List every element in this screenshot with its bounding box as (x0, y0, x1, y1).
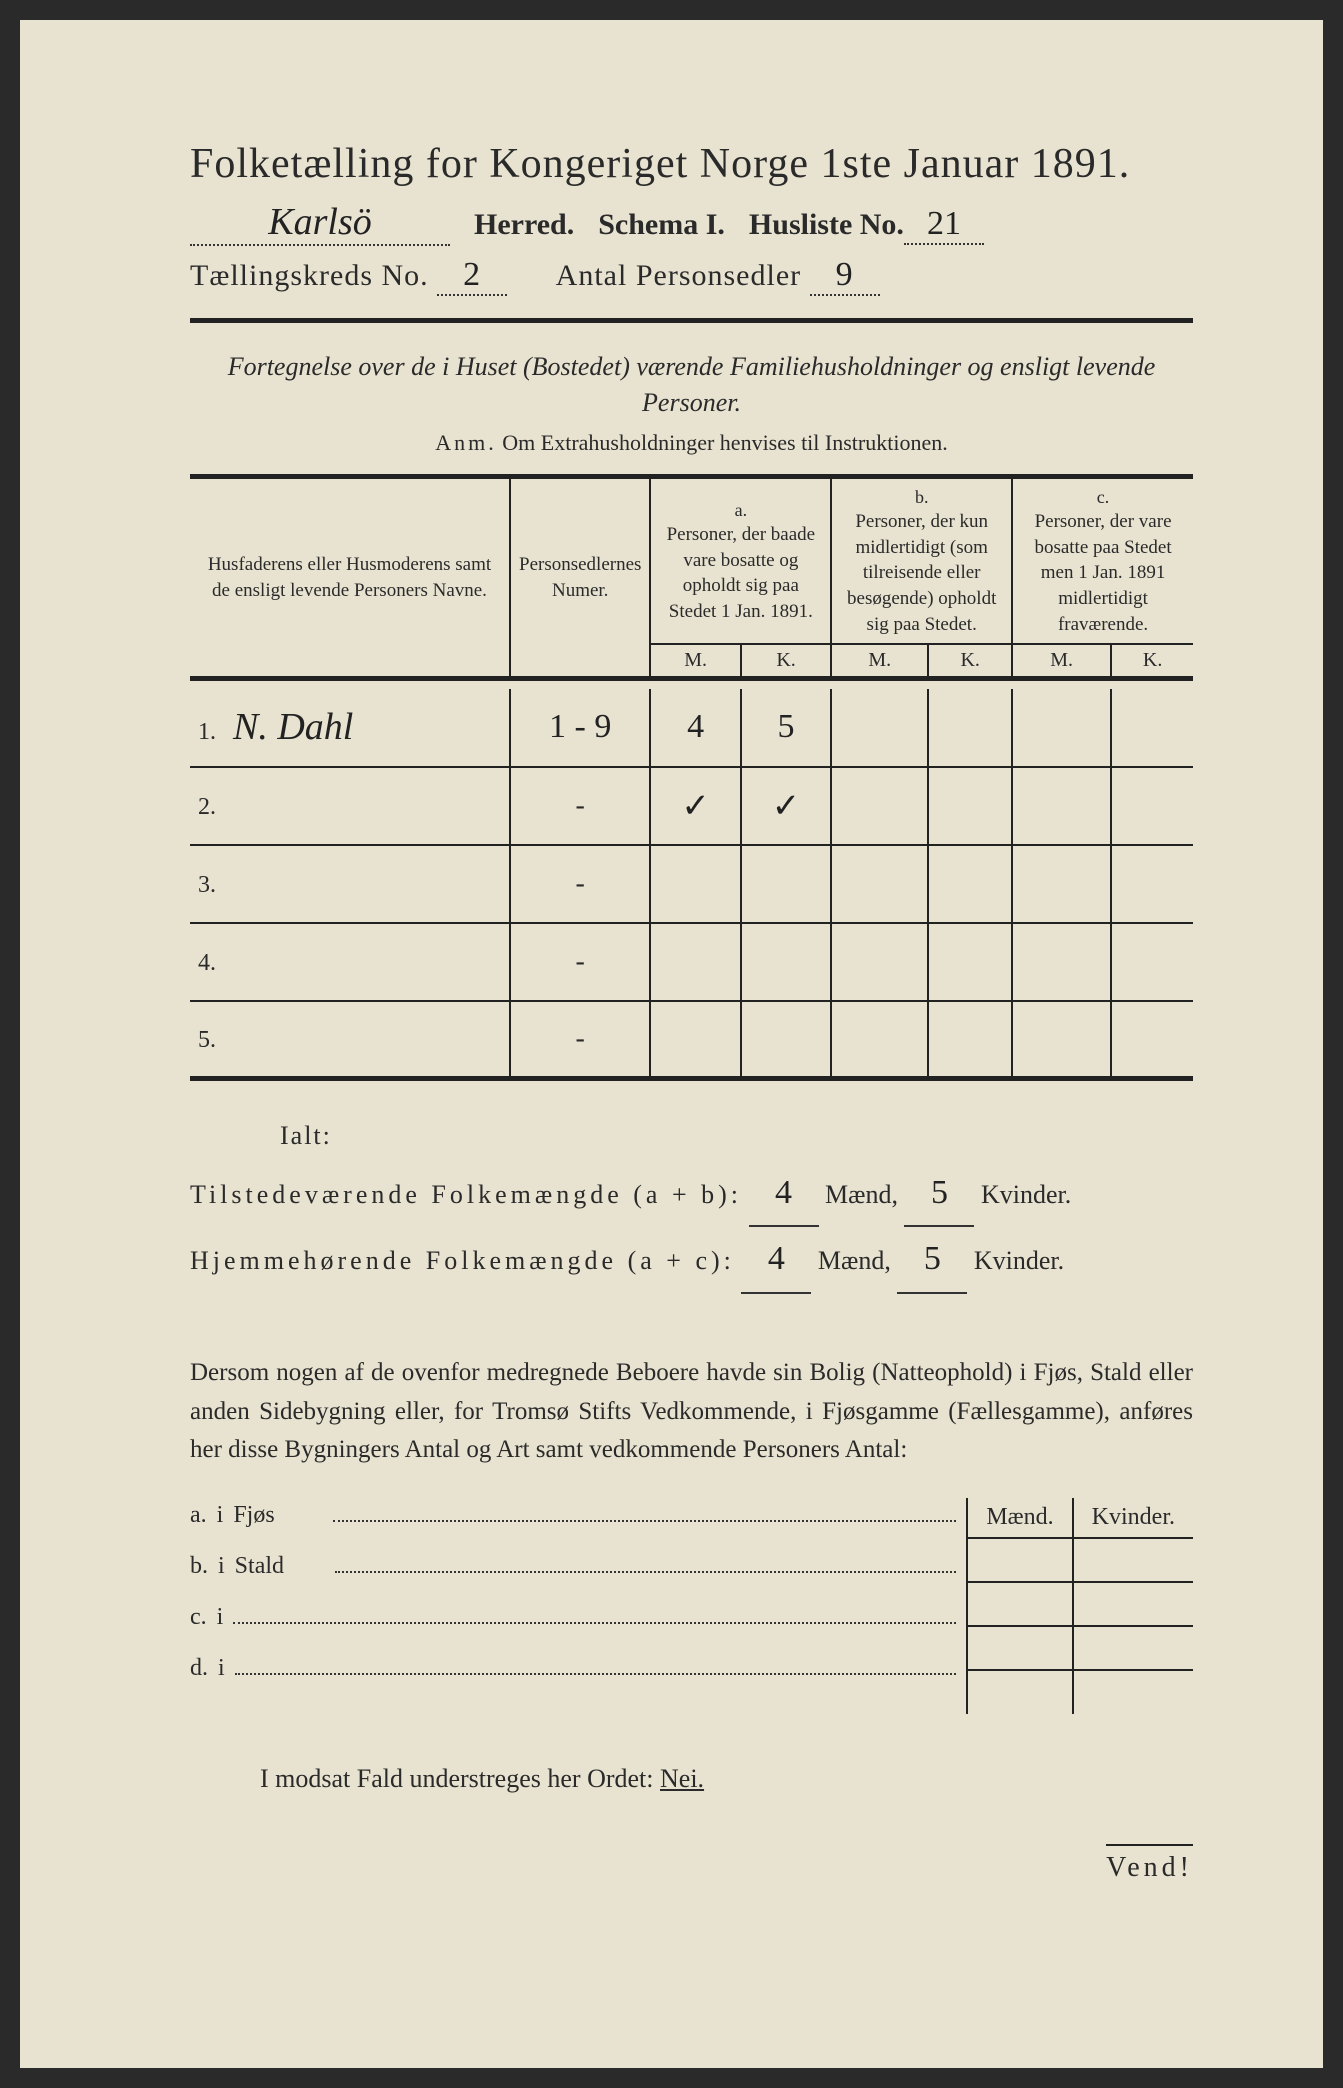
kreds-value: 2 (437, 256, 507, 296)
anm-label: Anm. (435, 430, 497, 455)
row-sedler: - (576, 946, 585, 977)
sidebyg-row: a. i Fjøs (190, 1498, 956, 1529)
page-title: Folketælling for Kongeriget Norge 1ste J… (190, 140, 1193, 188)
header-line-herred: Karlsö Herred. Schema I. Husliste No. 21 (190, 200, 1193, 246)
row-num: 5. (198, 1027, 226, 1054)
table-row: 4. - (190, 923, 1193, 1001)
a-m: M. (650, 644, 740, 679)
sidebyg-paragraph: Dersom nogen af de ovenfor medregnede Be… (190, 1354, 1193, 1470)
sidebyg-letter: d. (190, 1655, 208, 1682)
nei-line: I modsat Fald understreges her Ordet: Ne… (190, 1764, 1193, 1794)
sidebyg-i: i (218, 1655, 225, 1682)
table-row: 2. - ✓ ✓ (190, 767, 1193, 845)
dotted-line (235, 1651, 957, 1675)
maend-label: Mænd, (818, 1246, 891, 1275)
sidebyg-section: a. i Fjøs b. i Stald c. i d. i (190, 1498, 1193, 1714)
tilstede-m: 4 (749, 1161, 819, 1228)
nei-word: Nei. (660, 1764, 704, 1793)
mk-maend: Mænd. (967, 1498, 1072, 1538)
col-a-head: Personer, der baade vare bosatte og opho… (659, 522, 822, 625)
herred-value: Karlsö (190, 200, 450, 246)
col-b-head: Personer, der kun midlertidigt (som tilr… (840, 509, 1003, 637)
kvinder-label: Kvinder. (981, 1180, 1071, 1209)
row-sedler: - (576, 790, 585, 821)
row-sedler: 1 - 9 (549, 708, 611, 745)
table-row: 5. - (190, 1001, 1193, 1079)
col-a-label: a. (659, 498, 822, 522)
b-m: M. (831, 644, 928, 679)
antal-value: 9 (810, 256, 880, 296)
row-num: 3. (198, 872, 226, 899)
herred-label: Herred. (474, 208, 574, 242)
tilstede-k: 5 (904, 1161, 974, 1228)
sidebyg-i: i (218, 1553, 225, 1580)
sidebyg-row: b. i Stald (190, 1549, 956, 1580)
col1-head: Husfaderens eller Husmoderens samt de en… (208, 554, 491, 601)
row-num: 2. (198, 794, 226, 821)
dotted-line (333, 1498, 956, 1522)
dotted-line (233, 1600, 956, 1624)
census-form-page: Folketælling for Kongeriget Norge 1ste J… (20, 20, 1323, 2068)
c-k: K. (1111, 644, 1193, 679)
row-sedler: - (576, 1023, 585, 1054)
sidebyg-letter: a. (190, 1502, 207, 1529)
husliste-label: Husliste No. (749, 208, 904, 242)
sidebyg-row: d. i (190, 1651, 956, 1682)
rule-1 (190, 318, 1193, 323)
hjemme-k: 5 (897, 1227, 967, 1294)
row-a-k: ✓ (772, 788, 801, 825)
anm-text: Om Extrahusholdninger henvises til Instr… (502, 430, 947, 455)
subtitle: Fortegnelse over de i Huset (Bostedet) v… (190, 349, 1193, 422)
ialt-label: Ialt: (190, 1111, 1193, 1160)
schema-label: Schema I. (598, 208, 725, 242)
hjemme-label: Hjemmehørende Folkemængde (a + c): (190, 1246, 735, 1275)
dotted-line (335, 1549, 957, 1573)
vend-label: Vend! (1106, 1844, 1193, 1884)
anm-line: Anm. Om Extrahusholdninger henvises til … (190, 430, 1193, 456)
b-k: K. (928, 644, 1012, 679)
col-c-head: Personer, der vare bosatte paa Stedet me… (1021, 509, 1185, 637)
row-num: 1. (198, 719, 226, 746)
col-b-label: b. (840, 485, 1003, 509)
tilstede-label: Tilstedeværende Folkemængde (a + b): (190, 1180, 742, 1209)
col2-head: Personsedlernes Numer. (519, 554, 641, 601)
row-a-k: 5 (778, 708, 795, 745)
sidebyg-letter: c. (190, 1604, 207, 1631)
sidebyg-i: i (217, 1502, 224, 1529)
hjemme-m: 4 (741, 1227, 811, 1294)
sidebyg-type: Stald (235, 1553, 325, 1580)
sidebyg-letter: b. (190, 1553, 208, 1580)
table-row: 3. - (190, 845, 1193, 923)
antal-label: Antal Personsedler (556, 259, 801, 292)
row-a-m: ✓ (681, 788, 710, 825)
kreds-label: Tællingskreds No. (190, 259, 429, 292)
maend-label: Mænd, (825, 1180, 898, 1209)
table-row: 1. N. Dahl 1 - 9 4 5 (190, 689, 1193, 767)
mk-kvinder: Kvinder. (1073, 1498, 1193, 1538)
sidebyg-mk-table: Mænd. Kvinder. (966, 1498, 1193, 1714)
row-num: 4. (198, 950, 226, 977)
a-k: K. (741, 644, 831, 679)
sidebyg-type: Fjøs (233, 1502, 323, 1529)
ialt-block: Ialt: Tilstedeværende Folkemængde (a + b… (190, 1111, 1193, 1294)
row-name: N. Dahl (233, 706, 353, 748)
sidebyg-row: c. i (190, 1600, 956, 1631)
row-sedler: - (576, 868, 585, 899)
c-m: M. (1012, 644, 1111, 679)
husliste-value: 21 (904, 205, 984, 245)
col-c-label: c. (1021, 485, 1185, 509)
main-table: Husfaderens eller Husmoderens samt de en… (190, 474, 1193, 1082)
kvinder-label: Kvinder. (974, 1246, 1064, 1275)
sidebyg-i: i (217, 1604, 224, 1631)
header-line-kreds: Tællingskreds No. 2 Antal Personsedler 9 (190, 256, 1193, 296)
row-a-m: 4 (687, 708, 704, 745)
